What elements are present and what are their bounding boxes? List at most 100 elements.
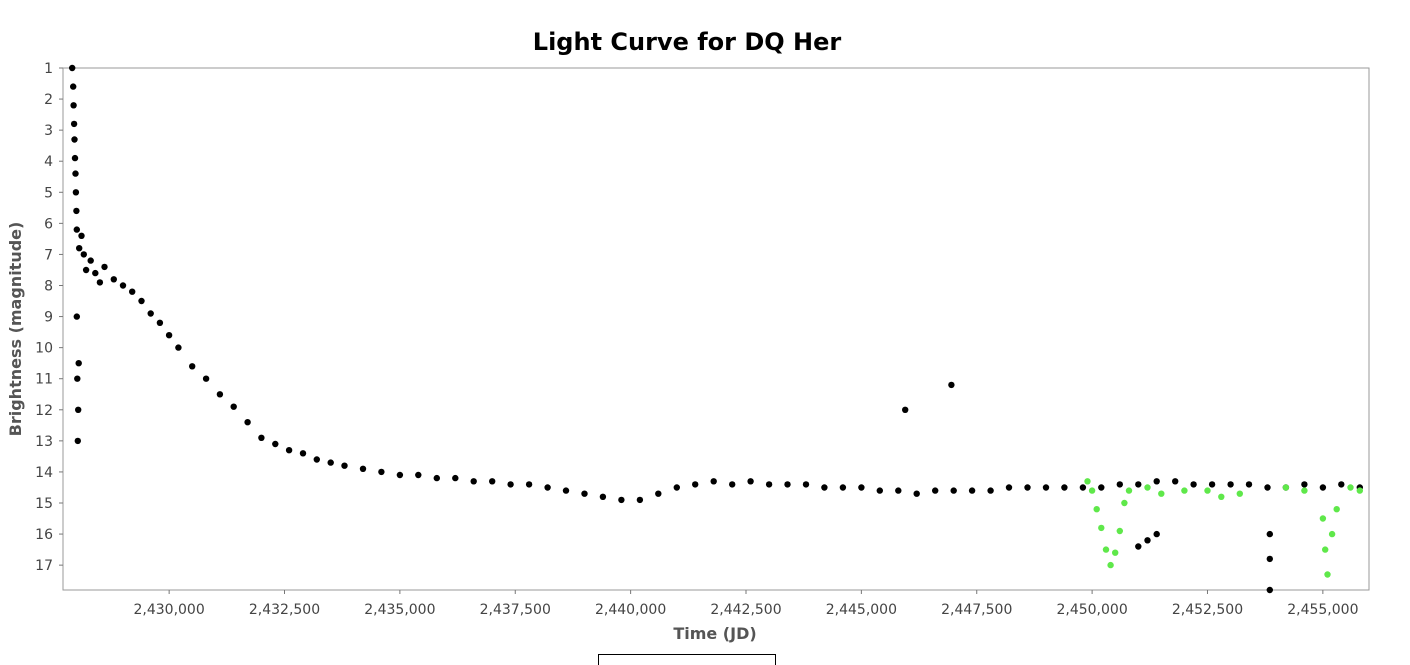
data-point-green: [1098, 524, 1105, 532]
data-point-green: [1218, 493, 1225, 500]
data-point-black: [1338, 481, 1345, 488]
data-points: [69, 64, 1364, 594]
data-point-black: [156, 319, 164, 326]
x-tick-label: 2,447,500: [941, 602, 1012, 618]
data-point-black: [1245, 481, 1253, 488]
data-point-black: [1172, 478, 1179, 485]
data-point-black: [562, 487, 570, 494]
data-point-black: [544, 484, 551, 491]
y-axis-label: Brightness (magnitude): [6, 222, 25, 437]
data-point-black: [175, 344, 182, 351]
data-point-black: [1079, 484, 1087, 491]
y-tick-label: 12: [35, 403, 53, 419]
x-tick-label: 2,450,000: [1056, 602, 1127, 618]
y-tick-label: 11: [35, 372, 53, 388]
data-point-black: [673, 484, 680, 491]
data-point-black: [1061, 484, 1068, 491]
y-tick-label: 2: [44, 92, 53, 108]
x-axis-label: Time (JD): [673, 624, 756, 643]
data-point-black: [692, 481, 699, 488]
data-point-black: [1135, 481, 1142, 488]
data-point-black: [932, 487, 939, 494]
data-point-black: [655, 490, 662, 497]
data-point-black: [119, 282, 127, 289]
y-tick-label: 13: [35, 434, 53, 450]
data-point-black: [1266, 586, 1274, 594]
chart-title: Light Curve for DQ Her: [533, 28, 842, 56]
x-tick-label: 2,440,000: [595, 602, 666, 618]
data-point-black: [378, 468, 385, 476]
data-point-green: [1125, 487, 1133, 494]
data-point-black: [895, 487, 902, 494]
data-point-black: [87, 257, 94, 264]
data-point-black: [821, 484, 828, 491]
data-point-black: [525, 481, 533, 488]
data-point-black: [1144, 537, 1151, 544]
data-point-black: [313, 456, 320, 463]
data-point-green: [1116, 527, 1124, 535]
x-tick-label: 2,442,500: [710, 602, 781, 618]
data-point-black: [138, 297, 145, 305]
data-point-black: [1227, 481, 1234, 488]
data-point-black: [1116, 481, 1124, 488]
data-point-black: [73, 226, 81, 233]
y-tick-label: 14: [35, 465, 53, 481]
data-point-black: [765, 481, 773, 488]
data-point-green: [1084, 478, 1091, 485]
data-point-black: [341, 462, 348, 469]
data-point-black: [470, 478, 477, 485]
y-tick-label: 8: [44, 279, 53, 295]
x-tick-label: 2,430,000: [134, 602, 205, 618]
data-point-black: [70, 120, 78, 128]
data-point-black: [202, 375, 210, 382]
data-point-black: [70, 102, 77, 109]
data-point-black: [950, 487, 957, 494]
y-tick-label: 16: [35, 527, 53, 543]
data-point-black: [396, 471, 404, 479]
data-point-black: [729, 481, 736, 488]
data-point-black: [285, 447, 293, 454]
data-point-black: [327, 459, 334, 466]
data-point-black: [92, 269, 99, 277]
data-point-green: [1356, 487, 1364, 494]
data-point-black: [359, 465, 367, 472]
data-point-green: [1322, 546, 1329, 553]
data-point-black: [216, 391, 224, 398]
data-point-black: [96, 279, 104, 286]
data-point-black: [433, 474, 440, 482]
data-point-black: [987, 487, 994, 494]
data-point-black: [489, 478, 496, 485]
data-point-black: [80, 251, 88, 258]
plot-area-frame: [62, 67, 1370, 591]
data-point-black: [110, 276, 118, 283]
x-tick-label: 2,437,500: [480, 602, 551, 618]
data-point-black: [802, 481, 810, 488]
data-point-green: [1181, 487, 1188, 494]
data-point-black: [71, 136, 78, 143]
data-point-black: [968, 487, 976, 494]
data-point-black: [452, 474, 459, 482]
y-tick-label: 17: [35, 558, 53, 574]
data-point-black: [258, 434, 265, 441]
data-point-black: [299, 450, 307, 457]
data-point-green: [1204, 487, 1211, 494]
data-point-green: [1236, 490, 1244, 497]
data-point-black: [74, 375, 81, 382]
data-point-black: [272, 440, 279, 448]
data-point-green: [1328, 530, 1336, 538]
data-point-black: [74, 437, 82, 445]
data-point-black: [1153, 478, 1160, 485]
x-tick-label: 2,432,500: [249, 602, 320, 618]
data-point-black: [1319, 484, 1327, 491]
data-point-black: [189, 363, 196, 370]
data-point-green: [1282, 484, 1290, 491]
data-point-black: [948, 381, 955, 389]
data-point-black: [75, 406, 82, 413]
data-point-green: [1112, 549, 1119, 556]
data-point-green: [1333, 506, 1340, 513]
data-point-black: [101, 263, 108, 271]
data-point-black: [599, 493, 607, 500]
data-point-black: [636, 496, 644, 504]
